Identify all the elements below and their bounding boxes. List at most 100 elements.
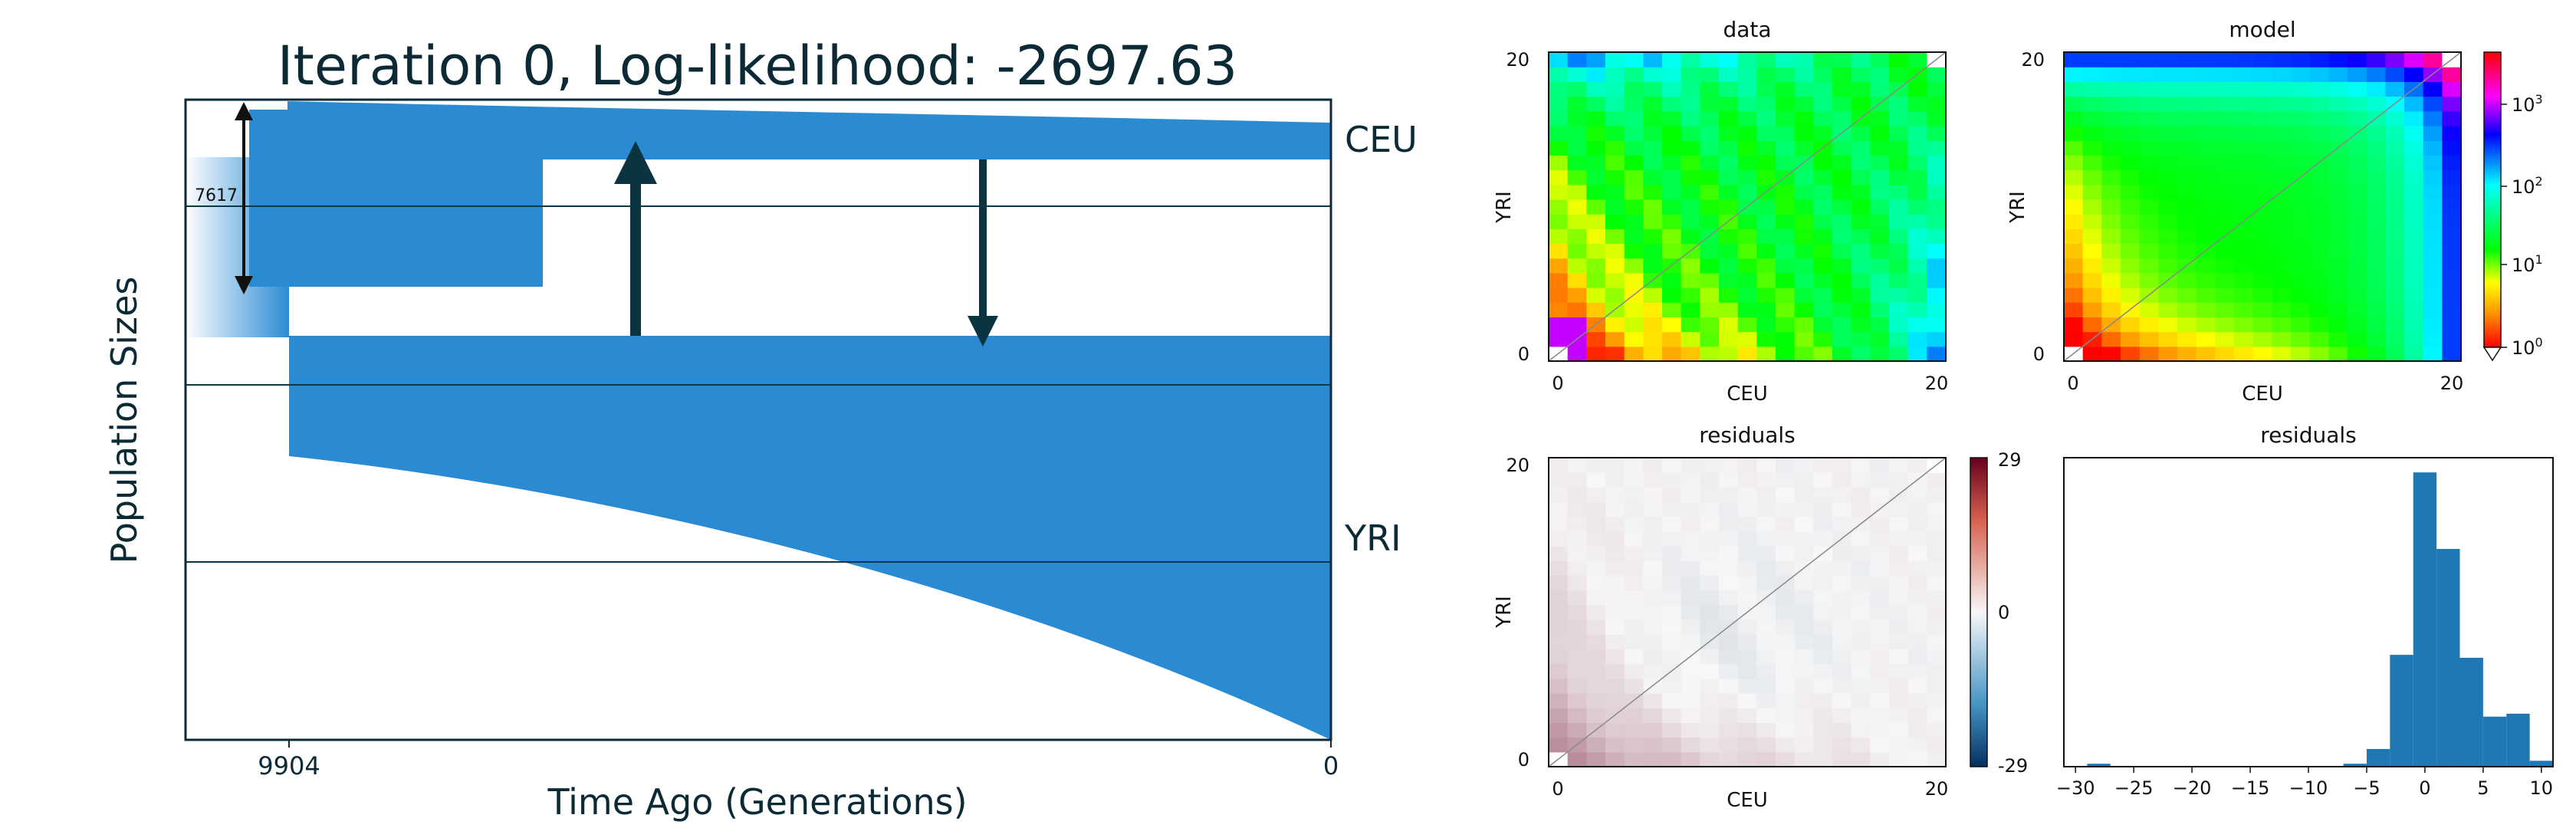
heatmap-cell xyxy=(2234,258,2254,274)
heatmap-cell xyxy=(1889,140,1909,156)
residuals-histogram-panel: residuals −30 −25 −20 −15 −10 −5 0 5 10 xyxy=(2056,422,2554,799)
heatmap-cell xyxy=(1643,575,1663,591)
heatmap-cell xyxy=(1700,331,1720,347)
heatmap-cell xyxy=(1681,472,1700,488)
heatmap-cell xyxy=(1870,487,1890,503)
heatmap-cell xyxy=(2348,214,2367,229)
heatmap-cell xyxy=(2082,258,2102,274)
heatmap-cell xyxy=(1586,560,1606,577)
hist-bars xyxy=(2087,472,2553,767)
heatmap-cell xyxy=(1605,458,1625,473)
heatmap-cell xyxy=(1870,52,1890,67)
heatmap-cell xyxy=(1549,52,1569,67)
heatmap-cell xyxy=(1549,302,1569,318)
heatmap-cell xyxy=(1737,590,1757,606)
heatmap-cell xyxy=(1700,678,1720,694)
heatmap-cell xyxy=(1813,169,1833,186)
heatmap-cell xyxy=(1700,516,1720,532)
heatmap-cell xyxy=(2309,288,2329,303)
heatmap-cell xyxy=(1662,199,1682,215)
heatmap-cell xyxy=(1624,560,1644,577)
heatmap-cell xyxy=(1870,590,1890,606)
heatmap-cell xyxy=(2366,288,2386,303)
heatmap-cell xyxy=(2252,228,2272,245)
heatmap-cell xyxy=(1719,737,1739,753)
heatmap-cell xyxy=(1776,125,1796,141)
heatmap-cell xyxy=(1756,346,1776,362)
heatmap-cell xyxy=(1681,272,1700,288)
heatmap-cell xyxy=(1832,487,1852,503)
heatmap-cell xyxy=(1907,52,1927,67)
heatmap-cell xyxy=(1756,722,1776,738)
heatmap-cell xyxy=(2252,155,2272,171)
heatmap-cell xyxy=(1643,693,1663,708)
heatmap-cell xyxy=(1643,487,1663,503)
heatmap-cell xyxy=(2196,346,2216,362)
heatmap-cell xyxy=(1719,125,1739,141)
heatmap-cell xyxy=(2348,317,2367,333)
heatmap-cell xyxy=(2196,317,2216,333)
population-label-ceu: CEU xyxy=(1345,119,1418,160)
heatmap-cell xyxy=(1567,288,1587,303)
heatmap-cell xyxy=(1794,199,1814,215)
heatmap-cell xyxy=(1549,546,1569,561)
heatmap-cell xyxy=(1605,663,1625,679)
heatmap-cell xyxy=(2064,258,2084,274)
heatmap-cell xyxy=(1927,649,1947,665)
heatmap-cell xyxy=(2064,228,2084,245)
heatmap-cell xyxy=(2177,288,2197,303)
heatmap-cell xyxy=(1605,619,1625,635)
heatmap-cell xyxy=(1870,751,1890,767)
heatmap-cell xyxy=(2385,243,2405,259)
heatmap-cell xyxy=(1549,67,1569,82)
heatmap-cell xyxy=(1907,272,1927,288)
heatmap-cell xyxy=(2366,125,2386,141)
heatmap-cell xyxy=(2442,184,2462,200)
heatmap-cell xyxy=(1586,243,1606,259)
heatmap-cell xyxy=(1567,751,1587,767)
heatmap-cell xyxy=(1776,634,1796,650)
heatmap-cell xyxy=(1643,243,1663,259)
heatmap-cell xyxy=(1756,458,1776,473)
heatmap-cell xyxy=(1586,737,1606,753)
hist-tick-label: −20 xyxy=(2173,777,2212,799)
heatmap-cell xyxy=(2309,272,2329,288)
heatmap-cell xyxy=(1851,501,1871,518)
heatmap-cell xyxy=(1794,737,1814,753)
heatmap-cell xyxy=(1719,634,1739,650)
heatmap-cell xyxy=(1662,302,1682,318)
heatmap-cell xyxy=(2064,96,2084,112)
heatmap-cell xyxy=(1832,81,1852,97)
heatmap-cell xyxy=(1549,693,1569,708)
heatmap-cell xyxy=(1605,258,1625,274)
heatmap-cell xyxy=(1870,649,1890,665)
heatmap-cell xyxy=(1624,258,1644,274)
heatmap-cell xyxy=(2348,155,2367,171)
heatmap-cell xyxy=(1719,67,1739,82)
heatmap-cell xyxy=(1832,140,1852,156)
heatmap-cell xyxy=(1681,751,1700,767)
heatmap-cell xyxy=(2121,125,2141,141)
resid-x-tick-0: 0 xyxy=(1552,778,1563,800)
heatmap-cell xyxy=(2158,184,2178,200)
heatmap-cell xyxy=(1756,169,1776,186)
heatmap-cell xyxy=(2252,346,2272,362)
heatmap-cell xyxy=(2309,302,2329,318)
heatmap-cell xyxy=(1681,288,1700,303)
heatmap-cell xyxy=(2177,184,2197,200)
heatmap-cell xyxy=(2139,258,2159,274)
heatmap-cell xyxy=(1567,663,1587,679)
heatmap-cell xyxy=(2252,125,2272,141)
heatmap-cell xyxy=(1586,346,1606,362)
heatmap-cell xyxy=(1567,546,1587,561)
heatmap-cell xyxy=(1681,67,1700,82)
heatmap-cell xyxy=(1832,110,1852,127)
hist-tick-label: −25 xyxy=(2114,777,2154,799)
heatmap-cell xyxy=(1624,125,1644,141)
heatmap-cell xyxy=(1870,472,1890,488)
heatmap-cell xyxy=(1737,501,1757,518)
heatmap-cell xyxy=(2423,228,2443,245)
model-heatmap-panel: model 20 0 0 20 CEU YRI 100 101 102 103 xyxy=(2006,17,2543,406)
heatmap-cell xyxy=(1776,604,1796,620)
heatmap-cell xyxy=(1681,590,1700,606)
